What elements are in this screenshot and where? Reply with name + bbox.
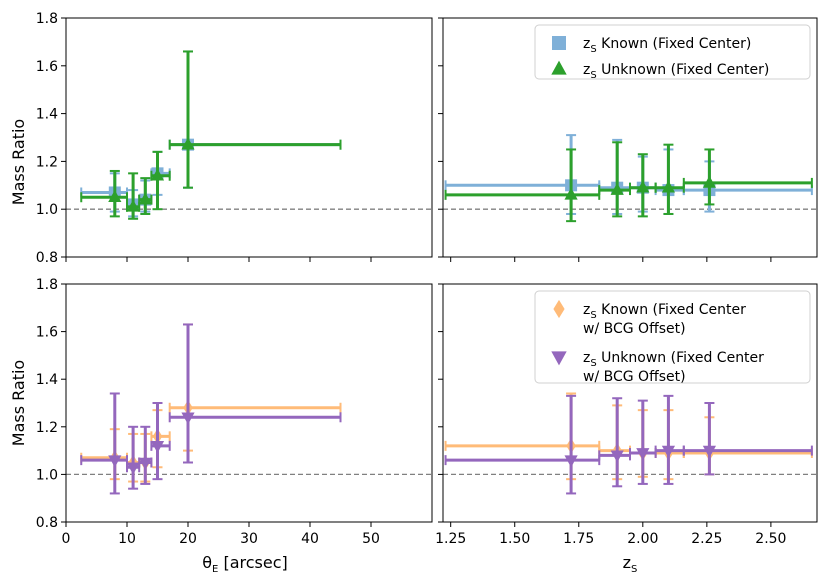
data-point-marker	[636, 180, 650, 193]
y-tick-label: 1.8	[36, 277, 58, 293]
series-1	[80, 50, 342, 220]
series-0	[80, 323, 342, 483]
data-point-marker	[181, 137, 195, 150]
data-point-marker	[126, 199, 140, 212]
x-tick-label: 2.00	[627, 531, 658, 547]
x-tick-label: 1.25	[435, 531, 466, 547]
ylabel-bottom: Mass Ratio	[9, 360, 28, 446]
y-tick-label: 1.6	[36, 325, 58, 341]
x-tick-label: 30	[240, 531, 258, 547]
data-point-marker	[564, 187, 578, 200]
axes-frame	[442, 283, 818, 523]
data-point-marker	[108, 455, 122, 468]
data-point-marker	[702, 175, 717, 188]
y-tick-label: 1.6	[36, 59, 58, 75]
y-tick-label: 1.4	[36, 372, 58, 388]
data-point-marker	[636, 448, 650, 461]
x-tick-label: 20	[179, 531, 197, 547]
legend-frame	[534, 24, 811, 80]
axes-frame	[442, 17, 818, 258]
axes-frame	[65, 17, 433, 258]
data-point-marker	[126, 462, 140, 475]
legend-top: zS Known (Fixed Center) zS Unknown (Fixed…	[534, 24, 811, 81]
legend-label: zS Unknown (Fixed Center	[583, 350, 764, 369]
y-tick-label: 0.8	[36, 250, 58, 266]
axes-frame	[65, 283, 433, 523]
x-tick-label: 50	[362, 531, 380, 547]
y-tick-label: 1.0	[36, 202, 58, 218]
xlabel-left: θE [arcsec]	[202, 553, 288, 575]
panel-bottom-left: 0.8 1.0 1.2 1.4 1.6 1.8 0 10 20 30 40 50	[36, 277, 433, 547]
data-point-marker	[150, 168, 165, 181]
xlabel-right: zS	[623, 553, 638, 575]
y-tick-label: 0.8	[36, 515, 58, 531]
data-point-marker	[181, 412, 195, 425]
y-tick-label: 1.2	[36, 420, 58, 436]
series-1	[444, 394, 813, 495]
legend-label: zS Unknown (Fixed Center)	[583, 62, 769, 81]
panel-top-left: 0.8 1.0 1.2 1.4 1.6 1.8	[36, 11, 433, 266]
series-1	[80, 323, 342, 495]
y-tick-label: 1.4	[36, 107, 58, 123]
x-tick-label: 2.50	[755, 531, 786, 547]
legend-label: zS Known (Fixed Center	[583, 302, 746, 321]
legend-marker	[551, 351, 567, 366]
x-tick-label: 1.75	[563, 531, 594, 547]
data-point-marker	[138, 192, 152, 205]
y-tick-label: 1.8	[36, 11, 58, 27]
x-tick-label: 2.25	[691, 531, 722, 547]
series-0	[80, 50, 342, 218]
legend-marker	[552, 36, 566, 50]
data-point-marker	[702, 445, 717, 458]
data-point-marker	[138, 457, 152, 470]
panel-bottom-right: 1.25 1.50 1.75 2.00 2.25 2.50	[435, 283, 818, 547]
y-tick-label: 1.2	[36, 154, 58, 170]
data-point-marker	[610, 450, 624, 463]
series-1	[444, 141, 813, 223]
data-point-marker	[610, 182, 624, 195]
legend-marker	[551, 60, 567, 75]
x-tick-label: 40	[301, 531, 319, 547]
data-point-marker	[661, 445, 676, 458]
ylabel-top: Mass Ratio	[9, 119, 28, 205]
data-point-marker	[150, 441, 165, 454]
panel-top-right	[438, 17, 818, 262]
x-tick-label: 10	[118, 531, 136, 547]
legend-label: zS Known (Fixed Center)	[583, 36, 751, 55]
x-tick-label: 0	[62, 531, 71, 547]
legend-marker	[553, 299, 565, 319]
legend-label-line2: w/ BCG Offset)	[583, 321, 686, 337]
data-point-marker	[564, 455, 578, 468]
data-point-marker	[661, 180, 676, 193]
series-0	[444, 392, 813, 481]
panels-group: 0.8 1.0 1.2 1.4 1.6 1.8 0.8 1.0 1.2 1.4 1.6 1.8 0 10 2…	[36, 11, 818, 547]
legend-frame	[534, 290, 811, 384]
legend-label-line2: w/ BCG Offset)	[583, 369, 686, 385]
data-point-marker	[108, 190, 122, 203]
series-0	[444, 134, 813, 215]
x-tick-label: 1.50	[499, 531, 530, 547]
y-tick-label: 1.0	[36, 467, 58, 483]
